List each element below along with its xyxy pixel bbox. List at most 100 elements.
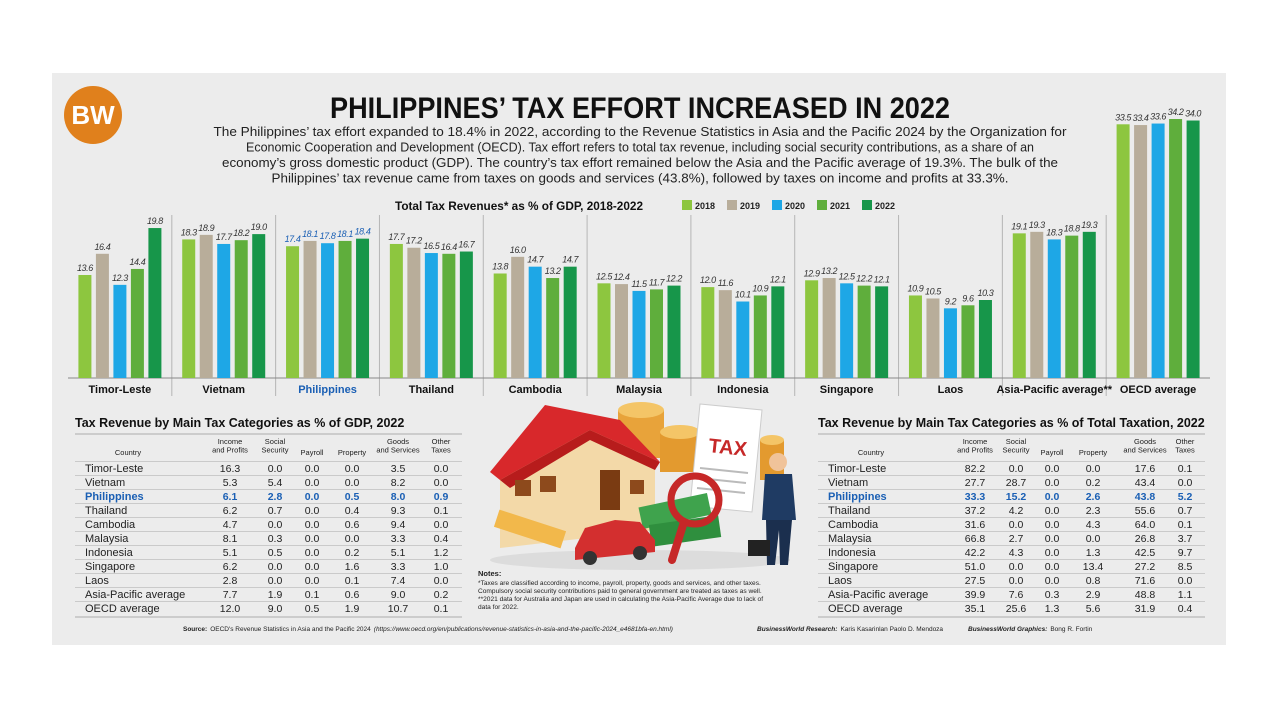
bar-value-label: 19.3 <box>1029 220 1045 230</box>
column-header: Goods <box>387 437 409 446</box>
bar-value-label: 34.0 <box>1185 109 1201 119</box>
cell-value: 6.1 <box>223 491 238 503</box>
row-label: Asia-Pacific average <box>828 589 928 601</box>
cell-value: 0.2 <box>345 547 360 559</box>
cell-value: 3.5 <box>391 463 406 475</box>
row-label: OECD average <box>828 603 903 615</box>
bar <box>978 299 992 378</box>
cell-value: 4.3 <box>1009 547 1024 559</box>
bar <box>736 301 750 378</box>
cell-value: 0.0 <box>268 519 283 531</box>
cell-value: 15.2 <box>1006 491 1027 503</box>
category-label: Singapore <box>820 384 874 396</box>
bar-value-label: 11.6 <box>718 278 734 288</box>
graphics-label: BusinessWorld Graphics: <box>968 626 1047 633</box>
bar-value-label: 14.7 <box>562 255 579 265</box>
cell-value: 0.5 <box>345 491 360 503</box>
row-label: Laos <box>828 575 852 587</box>
cell-value: 71.6 <box>1135 575 1156 587</box>
bar <box>1065 235 1079 378</box>
cell-value: 5.4 <box>268 477 283 489</box>
bar-value-label: 10.3 <box>977 288 993 298</box>
bar-value-label: 19.3 <box>1081 220 1097 230</box>
cell-value: 7.6 <box>1009 589 1024 601</box>
intro-line: Economic Cooperation and Development (OE… <box>246 140 1034 155</box>
bar <box>563 266 577 378</box>
bar <box>1047 239 1061 378</box>
cell-value: 4.2 <box>1009 505 1024 517</box>
tax-document: TAX <box>689 403 763 513</box>
source-url: (https://www.oecd.org/en/publications/re… <box>374 626 673 633</box>
cell-value: 0.0 <box>1009 463 1024 475</box>
cell-value: 0.0 <box>305 477 320 489</box>
legend-label: 2019 <box>740 201 760 211</box>
legend-label: 2018 <box>695 201 715 211</box>
cell-value: 0.0 <box>305 575 320 587</box>
cell-value: 2.7 <box>1009 533 1024 545</box>
bar <box>857 285 871 378</box>
cell-value: 35.1 <box>965 603 986 615</box>
bar <box>199 234 213 378</box>
handle <box>668 518 688 564</box>
cell-value: 0.7 <box>268 505 283 517</box>
window <box>540 476 556 492</box>
cell-value: 25.6 <box>1006 603 1027 615</box>
bar <box>338 240 352 378</box>
category-label: Vietnam <box>202 384 245 396</box>
cell-value: 1.2 <box>434 547 449 559</box>
column-header: Social <box>265 437 286 446</box>
bar <box>718 290 732 378</box>
cell-value: 1.9 <box>268 589 283 601</box>
cell-value: 0.0 <box>1178 575 1193 587</box>
bar <box>615 284 628 378</box>
bar-value-label: 12.1 <box>874 274 890 284</box>
cell-value: 64.0 <box>1135 519 1156 531</box>
bar-value-label: 18.2 <box>233 228 249 238</box>
cell-value: 0.0 <box>1045 491 1060 503</box>
cell-value: 0.0 <box>1045 463 1060 475</box>
window <box>630 480 644 494</box>
businessman <box>748 453 796 565</box>
cell-value: 27.7 <box>965 477 986 489</box>
car <box>575 520 655 565</box>
bar <box>701 287 715 378</box>
bar-value-label: 19.0 <box>251 222 267 232</box>
category-label: Timor-Leste <box>89 384 152 396</box>
bar-value-label: 14.7 <box>527 255 544 265</box>
lens <box>667 472 723 528</box>
legs <box>766 520 792 565</box>
row-label: Timor-Leste <box>828 463 886 475</box>
bar-value-label: 12.3 <box>112 273 128 283</box>
cell-value: 0.2 <box>434 589 449 601</box>
cell-value: 33.3 <box>965 491 986 503</box>
bar-value-label: 18.4 <box>355 227 371 237</box>
cell-value: 0.0 <box>305 561 320 573</box>
cell-value: 9.4 <box>391 519 406 531</box>
bar-value-label: 16.5 <box>423 241 440 251</box>
bar <box>78 275 92 378</box>
cell-value: 26.8 <box>1135 533 1156 545</box>
bar-value-label: 16.4 <box>441 242 457 252</box>
cell-value: 0.9 <box>434 491 449 503</box>
cell-value: 1.3 <box>1086 547 1101 559</box>
cell-value: 5.3 <box>223 477 238 489</box>
bar-value-label: 18.3 <box>181 227 197 237</box>
bar-value-label: 9.6 <box>962 293 974 303</box>
cell-value: 9.0 <box>268 603 283 615</box>
bar-value-label: 16.4 <box>94 242 110 252</box>
cell-value: 0.0 <box>305 491 320 503</box>
row-label: Thailand <box>85 505 127 517</box>
bar <box>424 253 438 378</box>
cell-value: 5.2 <box>1178 491 1193 503</box>
bar <box>442 253 456 378</box>
bar <box>389 243 403 378</box>
door <box>600 470 620 510</box>
cell-value: 42.2 <box>965 547 986 559</box>
cell-value: 0.0 <box>1178 477 1193 489</box>
briefcase <box>748 540 770 556</box>
bar-value-label: 19.8 <box>147 216 163 226</box>
row-label: Cambodia <box>828 519 879 531</box>
bar-value-label: 13.6 <box>77 263 93 273</box>
row-label: Singapore <box>85 561 135 573</box>
